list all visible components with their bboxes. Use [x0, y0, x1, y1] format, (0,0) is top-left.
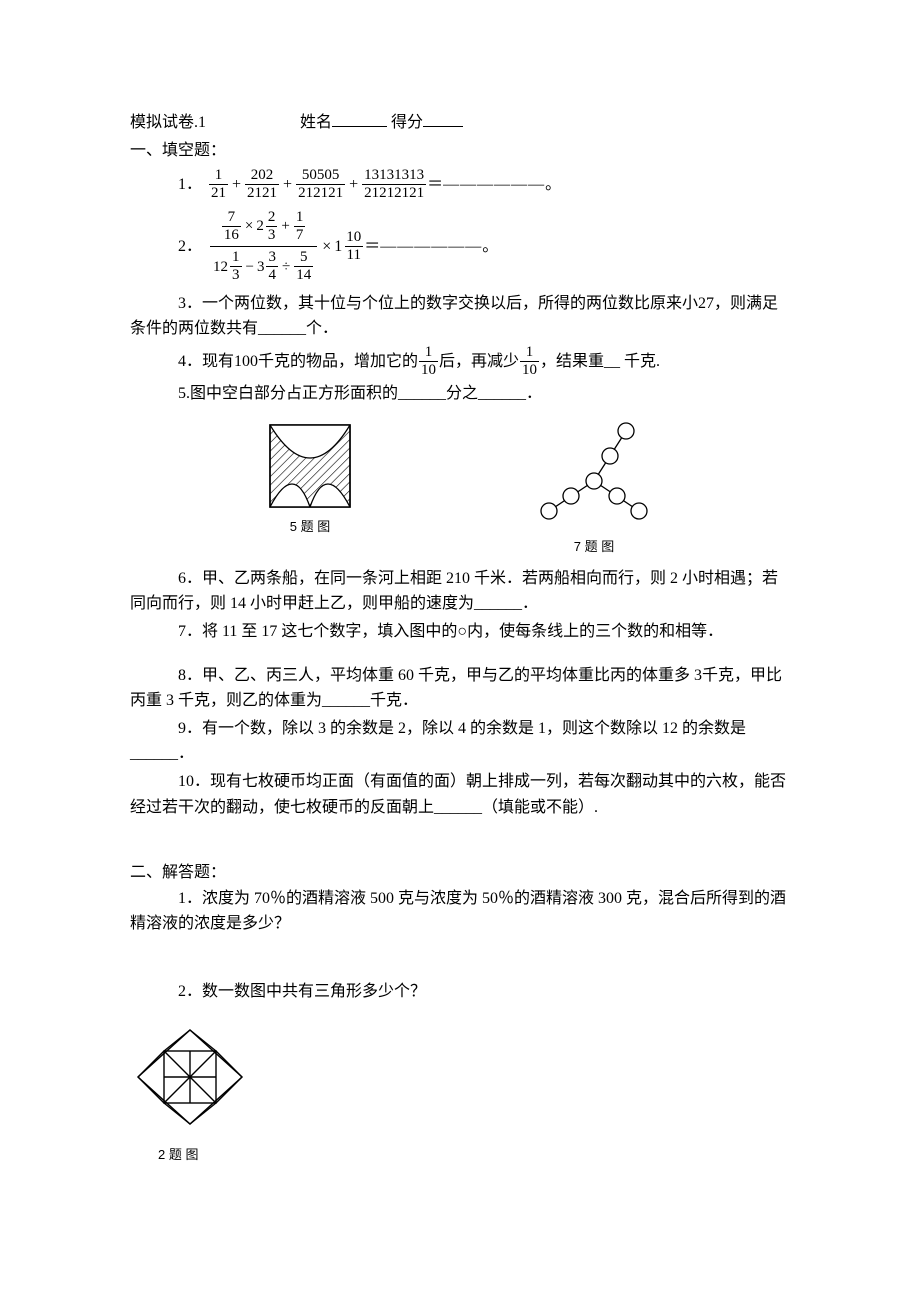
- figure-5: 5 题 图: [266, 421, 354, 558]
- q4-mid: 后，再减少: [439, 349, 519, 375]
- question-4: 4．现有100千克的物品，增加它的 1 10 后，再减少 1 10 ，结果重__…: [130, 344, 790, 380]
- score-blank: [423, 111, 463, 127]
- divide-icon: ÷: [282, 255, 290, 279]
- plus-icon: +: [349, 172, 358, 198]
- plus-icon: +: [283, 172, 292, 198]
- name-blank: [332, 111, 387, 127]
- frac-1-10a: 1 10: [419, 344, 438, 380]
- section2: 二、解答题： 1．浓度为 70％的酒精溶液 500 克与浓度为 50％的酒精溶液…: [130, 860, 790, 1166]
- question-2: 2． 7 16 × 2 2 3 + 1 7 12: [130, 207, 790, 287]
- minus-icon: −: [246, 255, 254, 279]
- q1-num: 1．: [178, 172, 202, 198]
- q4-post: ，结果重__ 千克.: [540, 349, 660, 375]
- q1-dot: 。: [545, 172, 561, 198]
- question-3: 3．一个两位数，其十位与个位上的数字交换以后，所得的两位数比原来小27，则满足条…: [130, 291, 790, 342]
- s2-question-2: 2．数一数图中共有三角形多少个？: [130, 979, 790, 1005]
- question-9: 9．有一个数，除以 3 的余数是 2，除以 4 的余数是 1，则这个数除以 12…: [130, 716, 790, 767]
- fig2-label: 2 题 图: [158, 1145, 790, 1166]
- question-6: 6．甲、乙两条船，在同一条河上相距 210 千米．若两船相向而行，则 2 小时相…: [130, 566, 790, 617]
- question-5: 5.图中空白部分占正方形面积的______分之______．: [130, 381, 790, 407]
- q1-blank: ——————: [443, 172, 545, 198]
- times-icon: ×: [245, 214, 253, 238]
- spacer-s2q1: [130, 939, 790, 979]
- frac-1-10b: 1 10: [520, 344, 539, 380]
- plus-icon: +: [281, 214, 289, 238]
- header: 模拟试卷.1 姓名 得分: [130, 110, 790, 136]
- fig5-svg: [266, 421, 354, 511]
- question-1: 1． 1 21 + 202 2121 + 50505 212121 + 1313…: [130, 167, 790, 203]
- figure-2: 2 题 图: [130, 1022, 790, 1165]
- q2-dot: 。: [482, 234, 498, 260]
- frac-50505: 50505 212121: [296, 167, 345, 203]
- section1-title: 一、填空题：: [130, 138, 790, 164]
- times-icon: ×: [322, 234, 331, 260]
- exam-title: 模拟试卷.1: [130, 114, 206, 131]
- section2-title: 二、解答题：: [130, 860, 790, 886]
- q2-num: 2．: [178, 234, 202, 260]
- cf-numerator: 7 16 × 2 2 3 + 1 7: [218, 207, 309, 247]
- name-label: 姓名: [300, 114, 332, 131]
- complex-fraction: 7 16 × 2 2 3 + 1 7 12 1 3: [210, 207, 317, 287]
- cf-denominator: 12 1 3 − 3 3 4 ÷ 5 14: [210, 246, 317, 287]
- equals: ＝: [427, 172, 443, 198]
- fig7-label: 7 题 图: [574, 537, 614, 558]
- question-7: 7．将 11 至 17 这七个数字，填入图中的○内，使每条线上的三个数的和相等．: [130, 619, 790, 645]
- q4-pre: 4．现有100千克的物品，增加它的: [178, 349, 418, 375]
- plus-icon: +: [232, 172, 241, 198]
- figure-7: 7 题 图: [534, 421, 654, 558]
- fig5-label: 5 题 图: [290, 517, 330, 538]
- equals: ＝: [364, 234, 380, 260]
- figures-row: 5 题 图 7 题 图: [130, 421, 790, 558]
- question-8: 8．甲、乙、丙三人，平均体重 60 千克，甲与乙的平均体重比丙的体重多 3千克，…: [130, 663, 790, 714]
- s2-question-1: 1．浓度为 70％的酒精溶液 500 克与浓度为 50％的酒精溶液 300 克，…: [130, 886, 790, 937]
- q2-blank: ——————: [380, 234, 482, 260]
- fig7-svg: [534, 421, 654, 531]
- frac-1-21: 1 21: [209, 167, 228, 203]
- fig2-svg: [130, 1022, 250, 1132]
- question-10: 10．现有七枚硬币均正面（有面值的面）朝上排成一列，若每次翻动其中的六枚，能否经…: [130, 769, 790, 820]
- frac-13131313: 13131313 21212121: [362, 167, 426, 203]
- frac-202-2121: 202 2121: [245, 167, 279, 203]
- score-label: 得分: [391, 114, 423, 131]
- spacer-q7: [130, 647, 790, 663]
